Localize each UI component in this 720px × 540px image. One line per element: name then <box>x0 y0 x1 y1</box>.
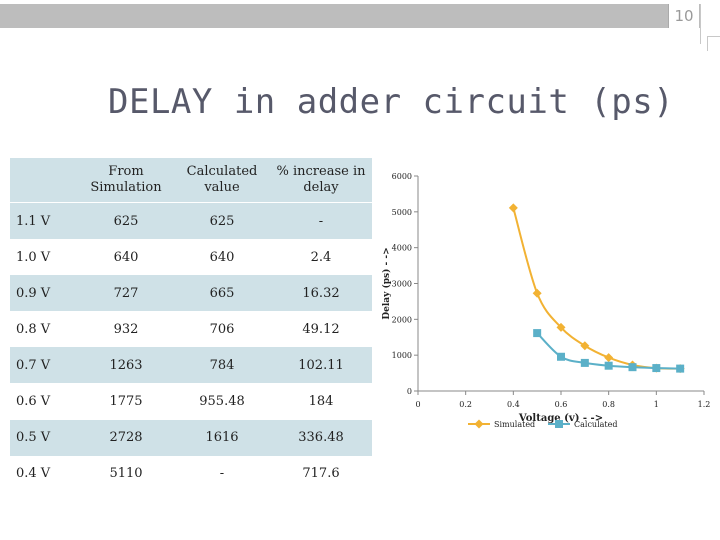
increase-cell: 717.6 <box>270 455 372 492</box>
table-header-cell: From Simulation <box>78 158 174 203</box>
calculated-cell: 784 <box>174 347 270 384</box>
table-header-cell: Calculated value <box>174 158 270 203</box>
calculated-cell: 955.48 <box>174 383 270 420</box>
voltage-cell: 0.8 V <box>10 311 78 348</box>
data-point-simulated <box>580 341 590 351</box>
delay-table: From Simulation Calculated value % incre… <box>10 158 372 492</box>
increase-cell: 336.48 <box>270 419 372 456</box>
x-tick-label: 1 <box>654 400 659 409</box>
voltage-cell: 0.5 V <box>10 419 78 456</box>
x-tick-label: 0.2 <box>459 400 472 409</box>
table-row: 0.7 V 1263 784 102.11 <box>10 347 372 384</box>
table-row: 0.4 V 5110 - 717.6 <box>10 455 372 492</box>
increase-cell: 16.32 <box>270 275 372 312</box>
simulation-cell: 1775 <box>78 383 174 420</box>
table-header-cell: % increase in delay <box>270 158 372 203</box>
x-tick-label: 0.8 <box>602 400 615 409</box>
page-number-bar <box>0 4 700 28</box>
x-axis-label: Voltage (v) - -> <box>518 413 603 424</box>
simulation-cell: 2728 <box>78 419 174 456</box>
calculated-cell: 1616 <box>174 419 270 456</box>
table-row: 0.6 V 1775 955.48 184 <box>10 383 372 420</box>
y-tick-label: 5000 <box>392 208 412 217</box>
increase-cell: 102.11 <box>270 347 372 384</box>
data-point-calculated <box>652 364 661 373</box>
legend-label-calculated: Calculated <box>574 420 617 429</box>
data-point-calculated <box>628 363 637 372</box>
y-tick-label: 3000 <box>392 280 412 289</box>
simulation-cell: 727 <box>78 275 174 312</box>
calculated-cell: - <box>174 455 270 492</box>
increase-cell: - <box>270 202 372 240</box>
simulation-cell: 5110 <box>78 455 174 492</box>
chart-svg: 0 1000 2000 3000 4000 5000 6000 0 0.2 0.4 0.6 0.8 1 1… <box>381 172 711 429</box>
voltage-cell: 1.1 V <box>10 202 78 240</box>
increase-cell: 49.12 <box>270 311 372 348</box>
legend-marker-calculated <box>555 420 563 428</box>
data-point-simulated <box>604 353 614 363</box>
data-point-calculated <box>604 361 613 370</box>
simulation-cell: 625 <box>78 202 174 240</box>
data-point-simulated <box>556 322 566 332</box>
legend-label-simulated: Simulated <box>494 420 535 429</box>
y-tick-label: 4000 <box>392 244 412 253</box>
data-point-calculated <box>557 352 565 361</box>
voltage-cell: 1.0 V <box>10 239 78 276</box>
y-axis-label: Delay (ps) - -> <box>381 247 392 319</box>
data-point-simulated <box>532 288 542 298</box>
calculated-cell: 706 <box>174 311 270 348</box>
voltage-cell: 0.6 V <box>10 383 78 420</box>
table-row: 1.0 V 640 640 2.4 <box>10 239 372 276</box>
simulation-cell: 640 <box>78 239 174 276</box>
table-row: 0.5 V 2728 1616 336.48 <box>10 419 372 456</box>
x-tick-label: 0.6 <box>555 400 568 409</box>
slide-title: DELAY in adder circuit (ps) <box>108 82 675 122</box>
calculated-cell: 625 <box>174 202 270 240</box>
y-tick-label: 1000 <box>392 351 412 360</box>
x-tick-label: 1.2 <box>698 400 711 409</box>
data-point-calculated <box>676 364 685 373</box>
data-point-calculated <box>580 358 589 367</box>
voltage-cell: 0.7 V <box>10 347 78 384</box>
voltage-cell: 0.4 V <box>10 455 78 492</box>
series-line-simulated <box>512 207 681 370</box>
corner-decoration <box>700 4 720 51</box>
calculated-cell: 640 <box>174 239 270 276</box>
table-row: 0.9 V 727 665 16.32 <box>10 275 372 312</box>
calculated-cell: 665 <box>174 275 270 312</box>
table-header-cell <box>10 158 78 203</box>
table-header-row: From Simulation Calculated value % incre… <box>10 158 372 203</box>
simulation-cell: 932 <box>78 311 174 348</box>
increase-cell: 2.4 <box>270 239 372 276</box>
data-point-simulated <box>508 203 518 213</box>
table-row: 0.8 V 932 706 49.12 <box>10 311 372 348</box>
page-number: 10 <box>668 4 699 28</box>
x-tick-label: 0.4 <box>507 400 520 409</box>
table-row: 1.1 V 625 625 - <box>10 202 372 240</box>
y-tick-label: 0 <box>407 387 412 396</box>
y-tick-label: 2000 <box>392 315 412 324</box>
y-tick-label: 6000 <box>392 172 412 181</box>
increase-cell: 184 <box>270 383 372 420</box>
x-tick-label: 0 <box>415 400 420 409</box>
voltage-cell: 0.9 V <box>10 275 78 312</box>
legend-marker-simulated <box>474 419 484 429</box>
simulation-cell: 1263 <box>78 347 174 384</box>
delay-chart: 0 1000 2000 3000 4000 5000 6000 0 0.2 0.4 0.6 0.8 1 1… <box>376 160 720 440</box>
data-point-calculated <box>533 329 542 338</box>
